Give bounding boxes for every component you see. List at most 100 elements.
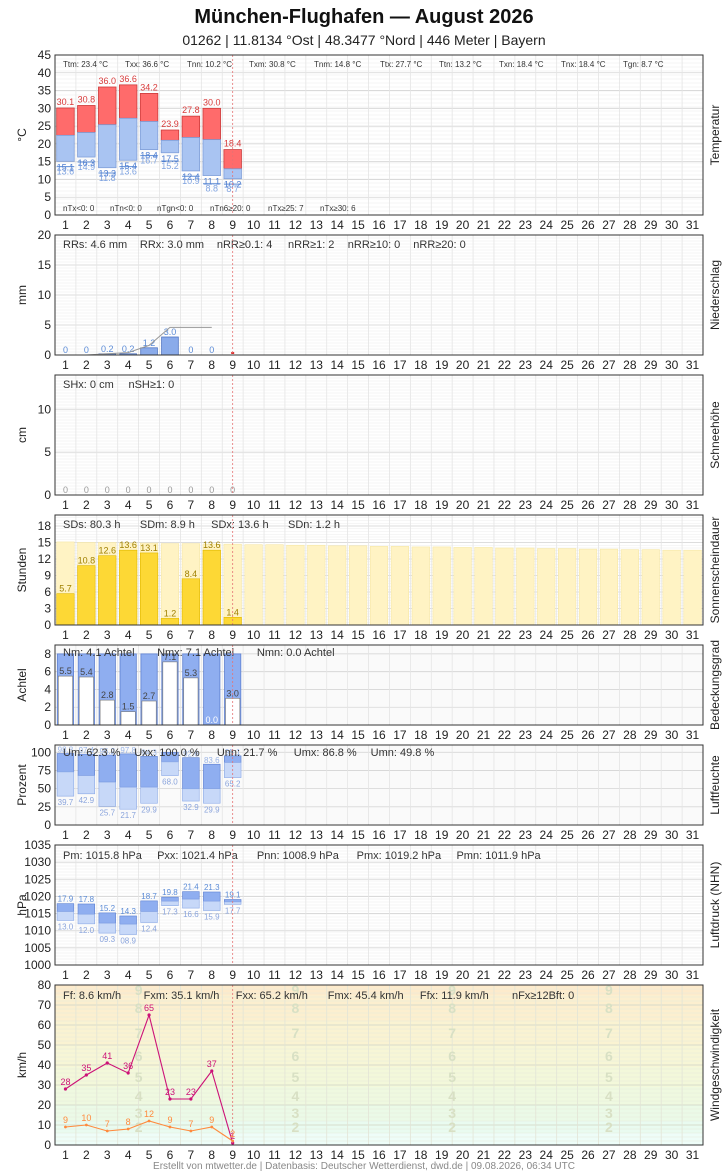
temp-min-label: 15.1 xyxy=(57,162,75,172)
pressure-upper-bar xyxy=(140,900,158,912)
sun-possible-bar xyxy=(558,548,577,626)
x-tick-label: 9 xyxy=(229,1148,236,1162)
x-tick-label: 6 xyxy=(167,218,174,232)
x-tick-label: 8 xyxy=(208,828,215,842)
x-tick-label: 10 xyxy=(247,218,261,232)
beaufort-label: 8 xyxy=(605,1000,613,1016)
sun-label: 10.8 xyxy=(78,556,96,566)
beaufort-label: 6 xyxy=(605,1048,613,1064)
temp-min-bar xyxy=(77,132,96,158)
pressure-max-label: 19.8 xyxy=(162,888,178,897)
x-tick-label: 14 xyxy=(331,728,345,742)
y-tick-label: 70 xyxy=(38,998,52,1012)
y-axis-label: cm xyxy=(15,427,29,443)
x-tick-label: 24 xyxy=(540,498,554,512)
x-tick-label: 19 xyxy=(435,498,449,512)
x-tick-label: 16 xyxy=(372,1148,386,1162)
x-tick-label: 25 xyxy=(560,728,574,742)
wind-mean-label: 8 xyxy=(126,1117,131,1127)
humidity-lower-bar xyxy=(98,781,116,807)
snow-label: 0 xyxy=(209,485,214,495)
stat-label: RRx: 3.0 mm xyxy=(140,239,204,251)
temp-min-label: 17.5 xyxy=(161,154,179,164)
x-tick-label: 24 xyxy=(540,828,554,842)
cloud-free-bar xyxy=(120,711,136,726)
cloud-free-bar xyxy=(99,699,115,726)
cloud-label: 0.0 xyxy=(206,715,219,725)
y-tick-label: 20 xyxy=(38,137,52,151)
x-tick-label: 25 xyxy=(560,968,574,982)
x-tick-label: 13 xyxy=(310,968,324,982)
x-tick-label: 3 xyxy=(104,828,111,842)
x-tick-label: 31 xyxy=(686,358,700,372)
pressure-max-label: 18.7 xyxy=(141,892,157,901)
beaufort-label: 7 xyxy=(135,1025,143,1041)
x-tick-label: 14 xyxy=(331,968,345,982)
x-tick-label: 10 xyxy=(247,728,261,742)
humidity-max-label: 97.4 xyxy=(79,746,95,755)
x-tick-label: 18 xyxy=(414,1148,428,1162)
snow-label: 0 xyxy=(84,485,89,495)
x-tick-label: 14 xyxy=(331,828,345,842)
y-axis-label: km/h xyxy=(15,1052,29,1078)
stat-label: SDx: 13.6 h xyxy=(211,519,268,531)
y-tick-label: 25 xyxy=(38,800,52,814)
x-tick-label: 31 xyxy=(686,1148,700,1162)
temp-max-bar xyxy=(202,107,221,141)
sun-bar xyxy=(160,618,180,626)
x-tick-label: 31 xyxy=(686,828,700,842)
sun-possible-bar xyxy=(495,547,514,626)
stat-label: nTn<0: 0 xyxy=(110,204,142,213)
temp-min-label: 13.3 xyxy=(98,169,116,179)
x-tick-label: 1 xyxy=(62,828,69,842)
cloud-label: 2.7 xyxy=(143,691,156,701)
x-tick-label: 5 xyxy=(146,498,153,512)
panel-frame xyxy=(54,54,704,216)
humidity-max-label: 98.3 xyxy=(58,746,74,755)
x-tick-label: 9 xyxy=(229,358,236,372)
stat-label: Txm: 30.8 °C xyxy=(249,60,296,69)
precip-bar xyxy=(161,336,179,356)
x-tick-label: 20 xyxy=(456,728,470,742)
x-tick-label: 26 xyxy=(581,1148,595,1162)
x-tick-label: 15 xyxy=(351,358,365,372)
beaufort-label: 2 xyxy=(605,1119,613,1135)
panel-title: Luftfeuchte xyxy=(708,755,722,815)
panel-frame xyxy=(54,514,704,626)
y-tick-label: 10 xyxy=(38,288,52,302)
humidity-min-label: 65.2 xyxy=(225,780,241,789)
x-tick-label: 7 xyxy=(188,628,195,642)
x-tick-label: 23 xyxy=(519,728,533,742)
x-tick-label: 18 xyxy=(414,628,428,642)
wind-gust-label: 23 xyxy=(186,1087,196,1097)
pressure-max-label: 15.2 xyxy=(99,904,115,913)
x-tick-label: 19 xyxy=(435,828,449,842)
x-tick-label: 5 xyxy=(146,628,153,642)
beaufort-label: 2 xyxy=(135,1119,143,1135)
x-tick-label: 6 xyxy=(167,728,174,742)
wind-mean-label: 10 xyxy=(81,1113,91,1123)
x-tick-label: 13 xyxy=(310,728,324,742)
y-tick-label: 20 xyxy=(38,228,52,242)
humidity-upper-bar xyxy=(182,757,200,790)
wind-mean-point xyxy=(189,1129,193,1133)
x-tick-label: 23 xyxy=(519,218,533,232)
humidity-min-label: 39.7 xyxy=(58,798,74,807)
temp-max-label: 36.0 xyxy=(98,76,116,86)
x-tick-label: 12 xyxy=(289,1148,303,1162)
humidity-min-label: 68.0 xyxy=(162,778,178,787)
temp-max-bar xyxy=(181,115,201,138)
x-tick-label: 3 xyxy=(104,968,111,982)
beaufort-label: 9 xyxy=(291,982,299,998)
sun-possible-bar xyxy=(369,546,389,626)
temp-max-bar xyxy=(77,105,96,133)
x-tick-label: 14 xyxy=(331,498,345,512)
panel-title: Niederschlag xyxy=(708,260,722,330)
panel-frame xyxy=(54,744,704,826)
pressure-lower-bar xyxy=(77,913,96,925)
temp-ground-label: 8.8 xyxy=(206,184,219,194)
x-tick-label: 12 xyxy=(289,358,303,372)
panel-frame xyxy=(54,644,704,726)
sun-possible-bar xyxy=(578,548,598,626)
y-tick-label: 5 xyxy=(44,190,51,204)
